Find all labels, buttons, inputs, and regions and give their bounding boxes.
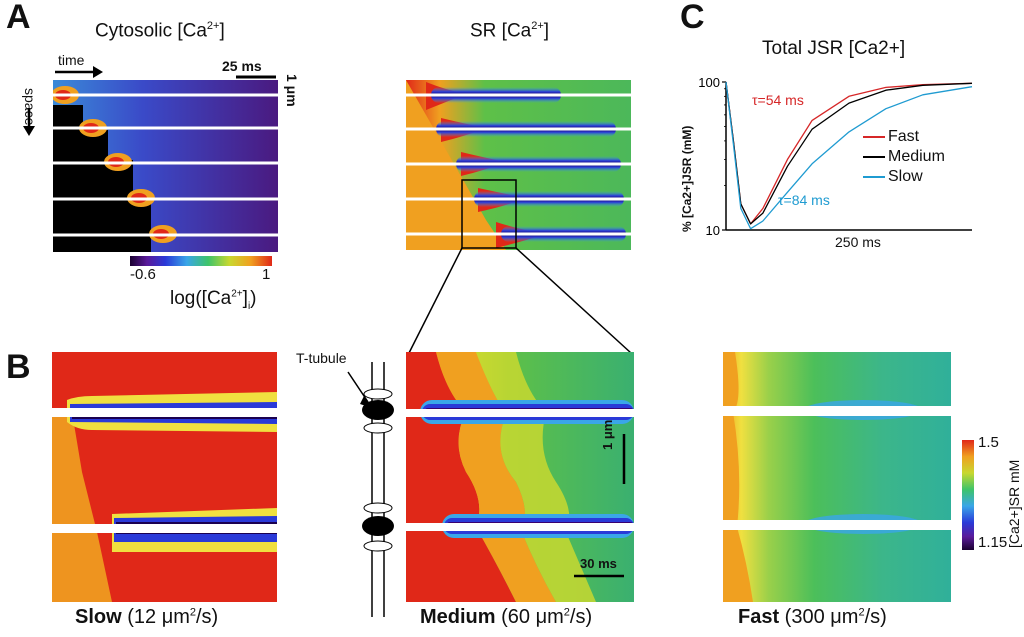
caption-fast: Fast (300 μm2/s) [738,606,887,628]
ttubule-label: T-tubule [296,350,347,366]
cytosolic-colorbar-label: log([Ca2+]i) [170,288,257,312]
ttubule-diagram [347,362,394,617]
time-arrow [55,66,103,78]
chart-xlabel: 250 ms [835,234,881,250]
legend-item-medium: Medium [863,147,945,167]
legend-swatch [863,136,885,138]
caption-medium: Medium (60 μm2/s) [420,606,593,628]
legend-item-fast: Fast [863,127,945,147]
sr-colorbar-label: [Ca2+]SR mM [1006,459,1022,548]
sr-title: SR [Ca2+] [470,20,550,42]
chart-title: Total JSR [Ca2+] [762,38,906,59]
legend-label: Fast [888,128,920,145]
legend-label: Medium [888,148,945,165]
caption-slow: Slow (12 μm2/s) [75,606,219,628]
space-arrow [23,108,35,136]
y-tick-label: 10 [706,223,720,238]
space-scale-label-b: 1 μm [600,419,615,450]
zoom-lines [408,247,632,354]
panel-letter-a: A [6,0,31,36]
cytosolic-colorbar-max: 1 [262,266,271,283]
legend-swatch [863,156,885,158]
time-scale-label: 25 ms [222,58,262,74]
y-tick-label: 100 [698,75,720,90]
cytosolic-title: Cytosolic [Ca2+] [95,20,225,42]
series-line-slow [725,81,973,230]
legend-swatch [863,176,885,178]
medium-linescan [406,352,634,602]
tau-fast-label: τ=54 ms [752,92,804,108]
panel-letter-c: C [680,0,705,36]
legend-item-slow: Slow [863,167,945,187]
time-scale-label-b: 30 ms [580,556,617,571]
cytosolic-colorbar-min: -0.6 [130,266,156,283]
panel-letter-b: B [6,348,31,386]
time-scale-bar [236,75,276,79]
cytosolic-colorbar [130,256,272,266]
slow-linescan [52,352,277,602]
sr-colorbar-min: 1.15 [978,534,1008,551]
sr-linescan [406,80,631,250]
time-label: time [58,52,85,68]
sr-colorbar [962,440,974,550]
jsr-chart: 10 100 [698,75,973,238]
cytosolic-linescan [53,80,278,252]
legend-label: Slow [888,168,923,185]
tau-slow-label: τ=84 ms [778,192,830,208]
chart-legend: Fast Medium Slow [863,127,945,187]
zoom-box [461,179,517,249]
fast-linescan [723,352,951,602]
sr-colorbar-max: 1.5 [978,434,999,451]
space-scale-label: 1 μm [284,74,300,107]
